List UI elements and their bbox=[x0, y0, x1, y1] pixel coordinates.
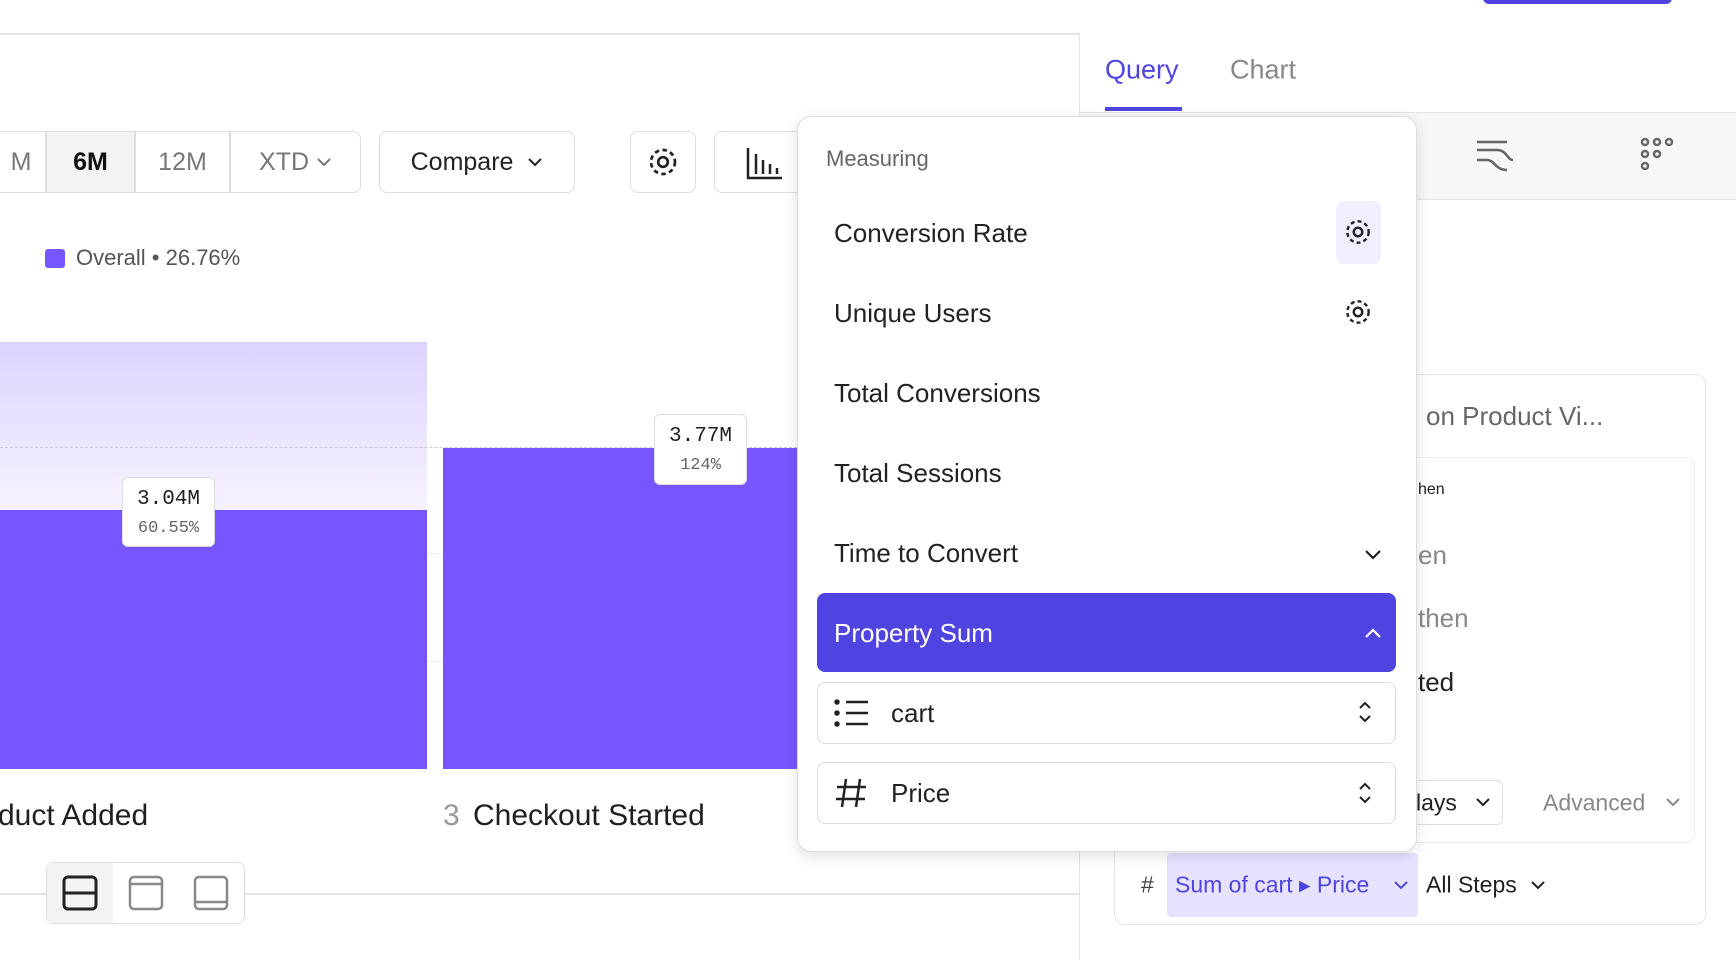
scope-label[interactable]: All Steps bbox=[1426, 871, 1517, 898]
property-select[interactable] bbox=[817, 762, 1396, 824]
menu-item[interactable]: Total Conversions bbox=[834, 378, 1041, 408]
compare-button[interactable]: Compare bbox=[379, 131, 575, 193]
bar-icon bbox=[746, 148, 782, 180]
list-icon bbox=[834, 699, 868, 727]
bar-label: 3.77M 124% bbox=[654, 414, 747, 485]
hash-icon bbox=[836, 778, 866, 808]
layout-switcher bbox=[46, 862, 245, 924]
range-label: 6M bbox=[73, 147, 108, 176]
gear-icon bbox=[649, 148, 677, 176]
step-text: hen bbox=[1418, 481, 1445, 498]
updown-icon bbox=[1359, 701, 1371, 723]
step-name: Checkout Started bbox=[473, 799, 705, 832]
dropdown-heading: Measuring bbox=[826, 146, 929, 171]
range-button[interactable]: XTD bbox=[230, 131, 361, 193]
menu-item[interactable]: Total Sessions bbox=[834, 458, 1002, 488]
updown-icon bbox=[1359, 782, 1371, 804]
measure-label: Sum of cart ▸ Price bbox=[1175, 871, 1370, 898]
step-name: duct Added bbox=[0, 799, 149, 832]
settings-button[interactable] bbox=[630, 131, 696, 193]
menu-item: Property Sum bbox=[834, 618, 993, 648]
grid-icon bbox=[1640, 137, 1674, 171]
range-label: 12M bbox=[158, 147, 207, 176]
chevron bbox=[1394, 881, 1408, 890]
bottom-divider bbox=[0, 893, 1079, 895]
measure-prefix: # bbox=[1141, 871, 1154, 898]
bar-label: 3.04M 60.55% bbox=[122, 477, 215, 547]
menu-item[interactable]: Conversion Rate bbox=[834, 218, 1028, 248]
range-button[interactable]: 12M bbox=[135, 131, 230, 193]
bar-value: 3.77M bbox=[668, 425, 732, 448]
range-label: M bbox=[10, 147, 32, 176]
menu-item[interactable]: Time to Convert bbox=[834, 538, 1018, 568]
tab[interactable]: Query bbox=[1105, 54, 1179, 85]
legend-label: Overall • 26.76% bbox=[76, 245, 241, 270]
chevron bbox=[1531, 881, 1545, 890]
event-title: on Product Vi... bbox=[1426, 401, 1604, 431]
primary-button[interactable] bbox=[1483, 0, 1672, 4]
window-label: lays bbox=[1416, 789, 1457, 816]
top-divider bbox=[0, 33, 1736, 35]
layout-option[interactable] bbox=[47, 863, 113, 923]
advanced-label[interactable]: Advanced bbox=[1543, 789, 1646, 816]
step-text: en bbox=[1418, 540, 1447, 570]
bar-percent: 124% bbox=[680, 456, 721, 475]
flows-icon bbox=[1477, 140, 1513, 172]
measure-chip[interactable] bbox=[1167, 853, 1418, 917]
property-select[interactable] bbox=[817, 682, 1396, 744]
tab-bar-border bbox=[1080, 112, 1736, 114]
step-number: 3 bbox=[443, 799, 460, 832]
tab[interactable]: Chart bbox=[1230, 54, 1297, 85]
chevron bbox=[317, 158, 331, 167]
chevron bbox=[1365, 550, 1381, 560]
window-dropdown[interactable] bbox=[1400, 780, 1503, 825]
bar bbox=[443, 448, 797, 769]
compare-label: Compare bbox=[410, 147, 514, 176]
property-list: cart bbox=[891, 698, 935, 728]
step-text: then bbox=[1418, 603, 1469, 633]
layout-option[interactable] bbox=[178, 863, 244, 923]
bar-percent: 60.55% bbox=[137, 519, 200, 538]
property-field: Price bbox=[891, 778, 951, 808]
gear-icon[interactable] bbox=[1342, 296, 1374, 328]
menu-item[interactable]: Unique Users bbox=[834, 298, 992, 328]
bar-value: 3.04M bbox=[136, 488, 200, 511]
chevron bbox=[1476, 798, 1490, 807]
item-settings[interactable] bbox=[1336, 201, 1381, 264]
chevron bbox=[1666, 798, 1680, 807]
layout-icon bbox=[193, 875, 229, 911]
measure-dropdown bbox=[797, 116, 1417, 852]
tab-underline bbox=[1105, 107, 1182, 111]
chevron bbox=[528, 158, 543, 167]
layout-icon bbox=[128, 875, 163, 911]
legend-swatch bbox=[45, 249, 65, 268]
menu-item-selected[interactable] bbox=[817, 593, 1396, 672]
dashed-line bbox=[0, 447, 797, 448]
layout-icon bbox=[62, 875, 98, 911]
range-button[interactable]: M bbox=[0, 131, 46, 193]
range-label: XTD bbox=[259, 147, 310, 176]
layout-option[interactable] bbox=[113, 863, 179, 923]
bar bbox=[0, 510, 427, 769]
chevron bbox=[1365, 628, 1381, 638]
gear-icon bbox=[1346, 220, 1370, 244]
step-text: ted bbox=[1418, 667, 1455, 697]
range-button[interactable]: 6M bbox=[46, 131, 135, 193]
